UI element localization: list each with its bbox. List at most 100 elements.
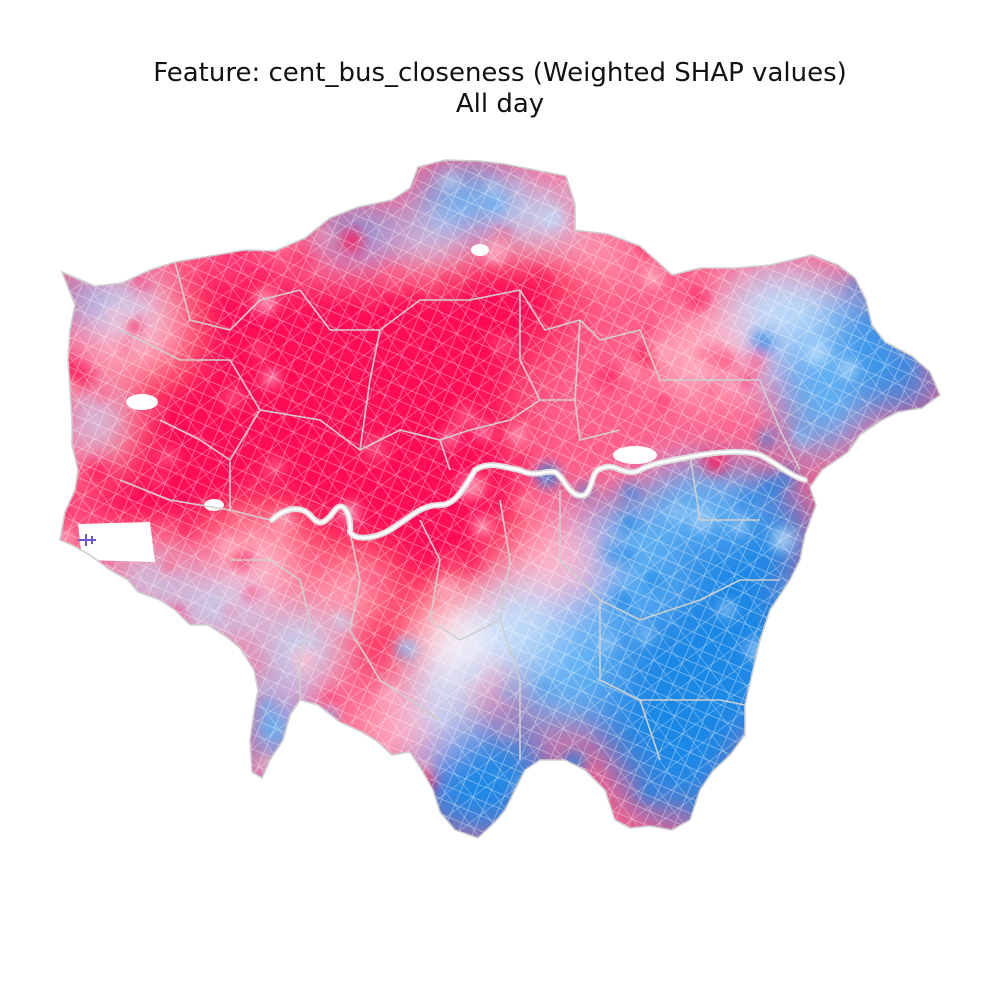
shap-speck: [297, 792, 316, 811]
shap-speck: [879, 519, 890, 530]
borough-boundary: [759, 379, 801, 471]
borough-boundary: [559, 490, 641, 621]
borough-boundary: [640, 699, 746, 706]
shap-speck: [900, 546, 914, 560]
shap-speck: [631, 191, 653, 212]
shap-speck: [61, 242, 82, 263]
shap-speck: [700, 161, 727, 187]
shap-speck: [356, 160, 371, 173]
title-line-2: All day: [455, 89, 545, 119]
shap-speck: [81, 781, 97, 798]
shap-speck: [899, 483, 916, 499]
borough-boundary: [119, 479, 231, 511]
shap-speck: [513, 791, 525, 803]
shap-speck: [853, 660, 863, 670]
shap-speck: [173, 727, 183, 737]
shap-speck: [106, 243, 133, 269]
borough-boundary: [419, 519, 501, 641]
shap-speck: [836, 160, 853, 176]
shap-speck: [840, 596, 854, 609]
shap-speck: [784, 714, 796, 726]
shap-speck: [72, 808, 95, 831]
shap-speck: [790, 219, 816, 244]
white-gap: [471, 244, 489, 256]
shap-speck: [837, 762, 856, 780]
shap-speck: [749, 780, 761, 792]
shap-speck: [765, 789, 783, 808]
borough-boundary: [499, 499, 521, 681]
shap-speck: [151, 700, 172, 721]
borough-boundary: [359, 329, 381, 451]
shap-speck: [797, 585, 814, 602]
shap-speck: [184, 208, 203, 227]
borough-boundary: [159, 419, 271, 521]
white-gap: [126, 394, 158, 410]
shap-speck: [579, 170, 594, 185]
shap-speck: [743, 753, 758, 768]
shap-speck: [867, 566, 892, 591]
shap-speck: [812, 780, 831, 799]
shap-speck: [273, 201, 285, 213]
shap-speck: [99, 631, 115, 647]
shap-speck: [665, 213, 675, 224]
shap-speck: [652, 162, 676, 185]
shap-speck: [926, 695, 939, 708]
shap-speck: [70, 594, 94, 618]
borough-boundary: [639, 579, 780, 621]
shap-speck: [634, 207, 648, 221]
shap-speck: [825, 666, 842, 683]
borough-boundary: [469, 399, 621, 441]
shap-speck: [907, 281, 925, 299]
shap-speck: [819, 708, 838, 726]
shap-speck: [265, 212, 276, 223]
shap-speck: [60, 411, 71, 422]
shap-speck: [140, 243, 151, 255]
shap-speck: [830, 504, 848, 522]
shap-speck: [109, 239, 135, 266]
borough-boundary: [349, 531, 441, 721]
figure-title: Feature: cent_bus_closeness (Weighted SH…: [0, 58, 1000, 120]
shap-speck: [376, 776, 392, 793]
shap-speck: [178, 674, 202, 698]
shap-speck: [795, 222, 818, 244]
shap-speck: [878, 646, 890, 658]
shap-speck: [195, 818, 213, 836]
shap-speck: [60, 789, 67, 798]
borough-boundaries: [119, 261, 801, 761]
shap-speck: [681, 823, 702, 838]
heathrow-gap: [78, 522, 155, 562]
shap-speck: [130, 619, 152, 641]
shap-speck: [143, 602, 162, 622]
shap-speck: [877, 815, 893, 832]
shap-speck: [927, 681, 940, 701]
shap-speck: [638, 188, 654, 204]
shap-speck: [705, 221, 718, 234]
shap-speck: [109, 209, 126, 226]
shap-speck: [767, 745, 777, 755]
shap-speck: [112, 164, 137, 189]
borough-boundary: [230, 559, 311, 700]
shap-speck: [827, 185, 844, 203]
shap-speck: [60, 802, 81, 823]
shap-speck: [561, 811, 583, 833]
shap-speck: [290, 181, 306, 197]
shap-speck: [181, 719, 190, 729]
shap-speck: [933, 558, 940, 567]
shap-speck: [910, 693, 936, 720]
shap-speck: [123, 185, 133, 196]
borough-boundary: [689, 454, 760, 521]
shap-speck: [91, 606, 110, 625]
borough-boundary: [639, 329, 760, 381]
borough-boundary: [574, 319, 581, 401]
borough-boundary: [519, 290, 541, 401]
borough-boundary: [259, 409, 471, 451]
borough-boundary: [174, 261, 301, 331]
shap-speck: [892, 578, 909, 594]
shap-speck: [883, 764, 897, 778]
borough-boundary: [119, 329, 261, 461]
shap-speck: [910, 415, 932, 437]
london-outline: [59, 159, 941, 839]
shap-speck: [838, 705, 859, 726]
